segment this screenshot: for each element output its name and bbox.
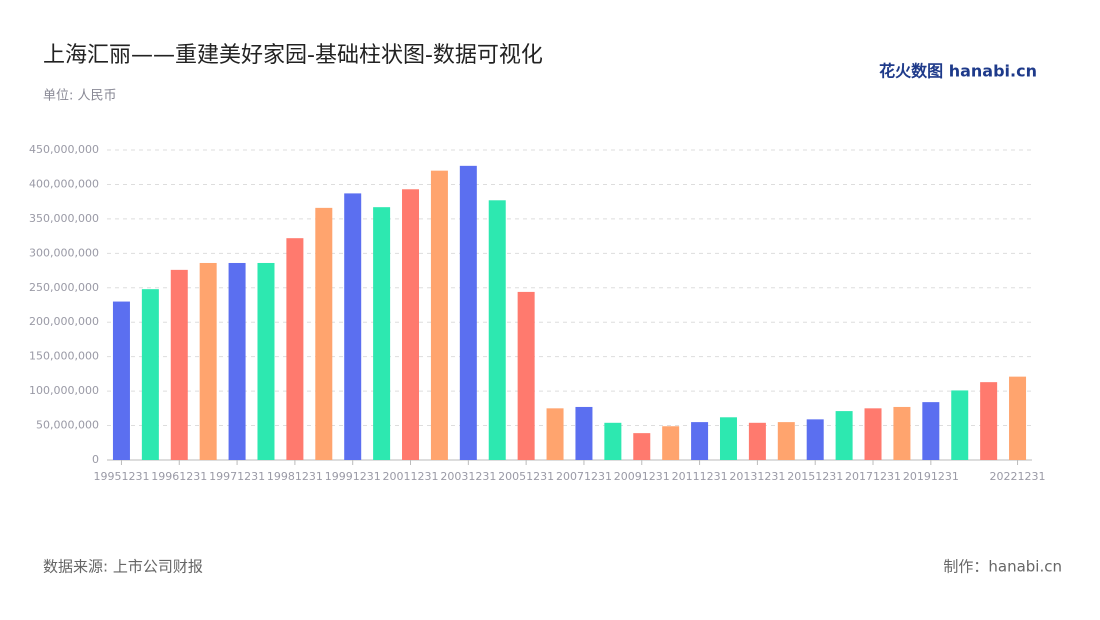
y-tick-label: 50,000,000 <box>36 419 99 432</box>
x-tick-label: 20011231 <box>383 470 439 483</box>
bar <box>517 291 535 460</box>
x-tick-label: 20191231 <box>903 470 959 483</box>
x-tick-label: 20171231 <box>845 470 901 483</box>
x-tick-label: 19981231 <box>267 470 323 483</box>
bar <box>546 408 564 460</box>
x-tick-label: 19951231 <box>93 470 149 483</box>
y-tick-label: 100,000,000 <box>29 384 99 397</box>
bar <box>286 238 304 460</box>
x-tick-label: 20091231 <box>614 470 670 483</box>
y-tick-label: 350,000,000 <box>29 212 99 225</box>
y-tick-label: 250,000,000 <box>29 281 99 294</box>
x-tick-label: 19961231 <box>151 470 207 483</box>
bar <box>633 433 651 460</box>
bar <box>951 390 969 460</box>
chart-title: 上海汇丽——重建美好家园-基础柱状图-数据可视化 <box>43 43 543 68</box>
bar <box>980 382 998 460</box>
bar <box>141 289 159 460</box>
x-tick-label: 20051231 <box>498 470 554 483</box>
bar <box>459 165 477 460</box>
source: 数据来源: 上市公司财报 <box>43 558 203 576</box>
x-tick-label: 19991231 <box>325 470 381 483</box>
y-tick-label: 450,000,000 <box>29 143 99 156</box>
y-tick-label: 200,000,000 <box>29 315 99 328</box>
x-tick-label: 20031231 <box>440 470 496 483</box>
logo: 花火数图 hanabi.cn <box>879 62 1037 81</box>
bar <box>315 207 333 460</box>
x-tick-label: 20131231 <box>729 470 785 483</box>
bar <box>922 402 940 460</box>
bar <box>373 207 391 460</box>
bar <box>806 419 824 460</box>
y-tick-label: 0 <box>92 453 99 466</box>
bar <box>604 422 622 460</box>
bar <box>748 422 766 460</box>
bar <box>835 411 853 460</box>
x-tick-label: 20111231 <box>672 470 728 483</box>
bar <box>199 262 217 460</box>
bar <box>1009 376 1027 460</box>
bar <box>112 301 130 460</box>
x-tick-label: 19971231 <box>209 470 265 483</box>
bar <box>488 200 506 461</box>
chart-subtitle: 单位: 人民币 <box>43 89 117 104</box>
bar <box>864 408 882 460</box>
x-tick-label: 20221231 <box>990 470 1046 483</box>
bar <box>344 193 362 460</box>
bar <box>402 189 420 460</box>
bar <box>691 422 709 460</box>
bar <box>662 426 680 460</box>
bar <box>257 262 275 460</box>
bar <box>575 406 593 460</box>
y-tick-label: 300,000,000 <box>29 246 99 259</box>
bar <box>170 269 188 460</box>
bar <box>228 262 246 460</box>
y-tick-label: 150,000,000 <box>29 350 99 363</box>
y-tick-label: 400,000,000 <box>29 177 99 190</box>
bar <box>430 170 448 460</box>
x-tick-label: 20151231 <box>787 470 843 483</box>
credit: 制作：hanabi.cn <box>943 558 1062 576</box>
x-tick-label: 20071231 <box>556 470 612 483</box>
bar <box>719 417 737 460</box>
bar <box>893 406 911 460</box>
bar <box>777 422 795 460</box>
